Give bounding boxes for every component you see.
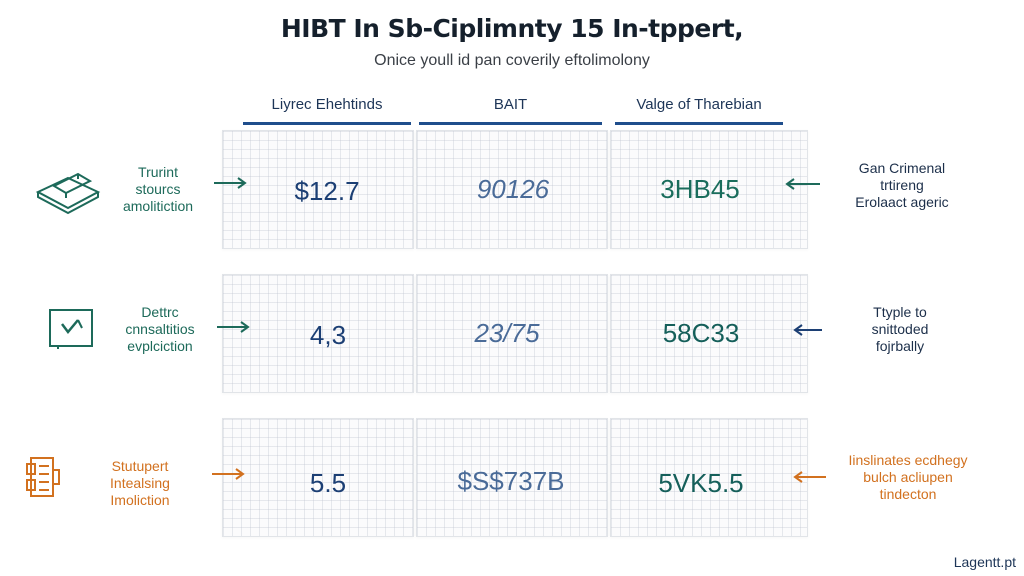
arrow-right-icon	[212, 176, 252, 190]
value-r3-c1: 5.5	[309, 468, 347, 498]
page-title: HIBT In Sb-Ciplimnty 15 In-tppert,	[280, 14, 744, 43]
value-r1-c3: 3HB45	[660, 174, 740, 204]
arrow-left-icon	[780, 177, 822, 191]
cell-r3-c2	[416, 418, 608, 537]
arrow-right-icon	[215, 320, 255, 334]
value-r3-c2: $S$737B	[457, 466, 565, 496]
arrow-left-icon	[788, 323, 824, 337]
cell-r1-c2	[416, 130, 608, 249]
box-stack-icon	[34, 164, 102, 216]
column-rule-1	[243, 122, 411, 125]
column-header-1: Liyrec Ehehtinds	[271, 96, 383, 113]
document-check-icon	[48, 308, 96, 350]
row-2-right-label: Ttyple to snittoded fojrbally	[871, 304, 929, 354]
brand-watermark: Lagentt.pt	[953, 554, 1016, 570]
cell-r1-c3	[610, 130, 808, 249]
cell-r2-c1	[222, 274, 414, 393]
value-r2-c2: 23/75	[474, 318, 540, 348]
column-rule-3	[615, 122, 783, 125]
row-1-right-label: Gan Crimenal trtireng Erolaact ageric	[855, 160, 949, 210]
column-rule-2	[419, 122, 602, 125]
column-header-2: BAIT	[493, 96, 528, 113]
cell-r1-c1	[222, 130, 414, 249]
cell-r2-c3	[610, 274, 808, 393]
row-3-left-label: Stutupert Intealsing Imoliction	[110, 458, 170, 508]
arrow-left-icon	[788, 470, 828, 484]
value-r3-c3: 5VK5.5	[658, 468, 744, 498]
cell-r3-c1	[222, 418, 414, 537]
row-3-right-label: Iinslinates ecdhegy bulch acliupen tinde…	[848, 452, 968, 502]
server-rack-icon	[25, 456, 61, 498]
value-r2-c3: 58C33	[662, 318, 740, 348]
value-r1-c2: 90126	[476, 174, 550, 204]
value-r2-c1: 4,3	[309, 320, 347, 350]
row-1-left-label: Trurint stourcs amolitiction	[122, 164, 194, 214]
cell-r2-c2	[416, 274, 608, 393]
value-r1-c1: $12.7	[294, 176, 360, 206]
arrow-right-icon	[210, 467, 250, 481]
page-subtitle: Onice youll id pan coverily eftolimolony	[374, 52, 650, 69]
cell-r3-c3	[610, 418, 808, 537]
row-2-left-label: Dettrc cnnsaltitios evplciction	[125, 304, 195, 354]
column-header-3: Valge of Tharebian	[636, 96, 762, 113]
